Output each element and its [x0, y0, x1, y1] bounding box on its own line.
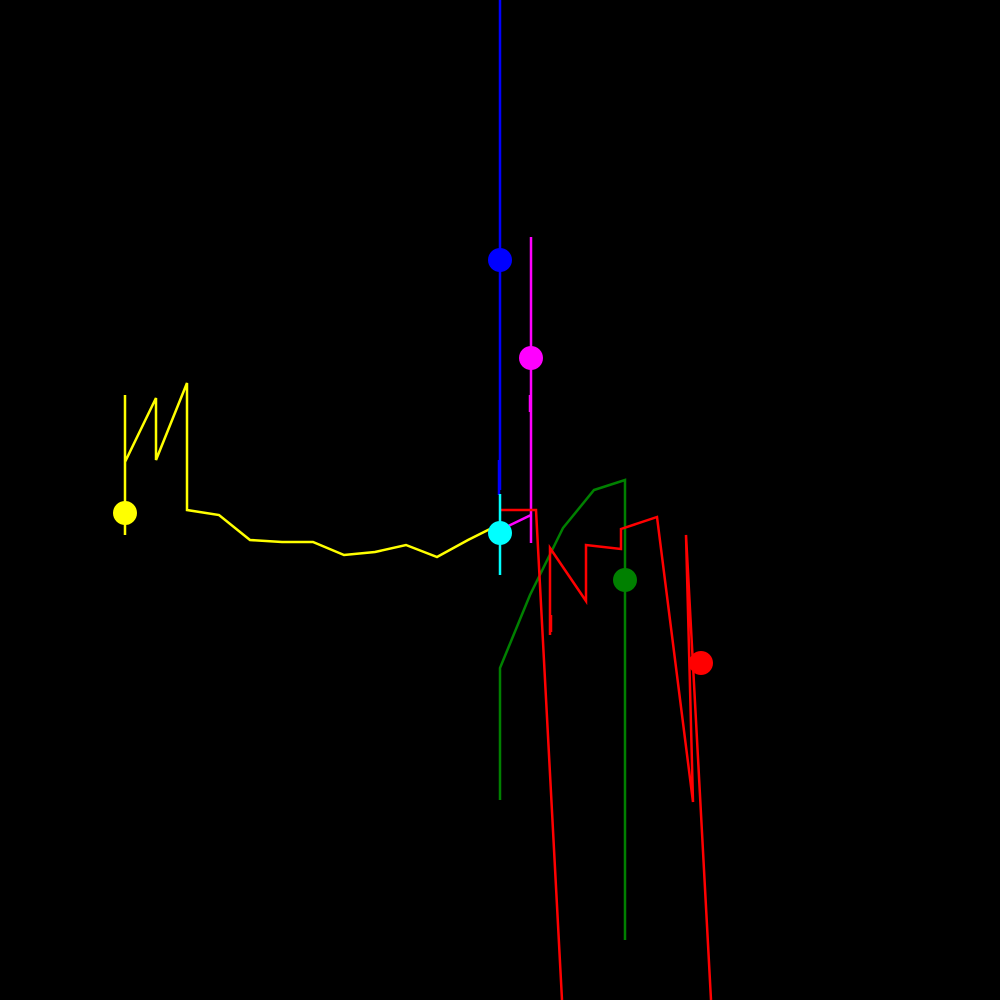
player-cyan-head [488, 521, 512, 545]
trail-yellow [123, 382, 501, 559]
player-green-head [613, 568, 637, 592]
trail-green [498, 478, 627, 940]
player-red-head [689, 651, 713, 675]
player-blue-head [488, 248, 512, 272]
player-magenta-head [519, 346, 543, 370]
player-yellow-head [113, 501, 137, 525]
trail-red-main [500, 508, 564, 1000]
trail-magenta [499, 237, 533, 543]
trail-red-zigzag [548, 515, 713, 1000]
trail-blue [497, 0, 502, 495]
trail-green-main [498, 478, 627, 940]
trail-yellow-main [123, 382, 501, 559]
trail-red [500, 508, 713, 1000]
